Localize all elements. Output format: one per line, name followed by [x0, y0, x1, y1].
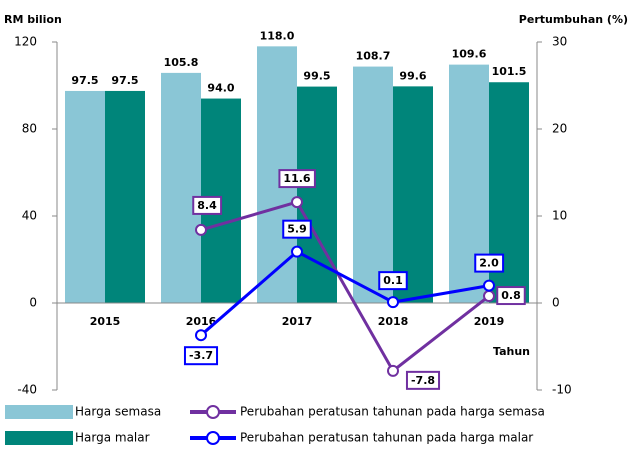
legend-swatch: [5, 431, 73, 445]
y-tick-label: 0: [29, 296, 37, 310]
line-value-label: -3.7: [189, 349, 213, 362]
line-value-label: 11.6: [283, 172, 310, 185]
x-tick-label: 2015: [90, 315, 121, 328]
x-axis-label: Tahun: [493, 345, 530, 358]
y2-axis-label: Pertumbuhan (%): [519, 13, 628, 26]
bar: [393, 86, 433, 304]
line-value-label: 0.1: [383, 274, 403, 287]
legend-label: Perubahan peratusan tahunan pada harga s…: [240, 405, 545, 419]
bar-value-label: 109.6: [452, 48, 487, 61]
bar-value-label: 99.5: [303, 70, 330, 83]
line-value-label: 8.4: [197, 199, 217, 212]
y2-tick-label: 20: [552, 122, 567, 136]
label-box: [405, 370, 441, 390]
y-tick-label: 80: [22, 122, 37, 136]
label-box: [474, 253, 505, 273]
x-tick-label: 2019: [474, 315, 505, 328]
bar-value-label: 97.5: [111, 74, 138, 87]
line-point: [291, 245, 303, 258]
line-value-label: 5.9: [287, 223, 307, 236]
label-box: [192, 195, 223, 215]
bar: [65, 90, 105, 303]
bar-value-label: 97.5: [71, 74, 98, 87]
bar: [105, 90, 145, 303]
line-point: [291, 196, 303, 209]
legend-marker: [206, 431, 220, 445]
y-tick-label: -40: [17, 383, 37, 397]
line: [200, 249, 490, 337]
y2-tick-label: 10: [552, 209, 567, 223]
legend-swatch: [5, 405, 73, 419]
label-box: [183, 346, 219, 366]
line-point: [195, 223, 207, 236]
line-point: [387, 364, 399, 377]
label-box: [278, 169, 316, 189]
bar-value-label: 105.8: [164, 56, 199, 69]
y2-tick-label: 30: [552, 35, 567, 49]
line-point: [195, 329, 207, 342]
line-point: [483, 279, 495, 292]
bar: [353, 66, 393, 303]
legend-label: Perubahan peratusan tahunan pada harga m…: [240, 431, 533, 445]
bar: [297, 86, 337, 304]
legend-label: Harga semasa: [75, 405, 161, 419]
y-tick-label: 40: [22, 209, 37, 223]
line-point: [387, 296, 399, 309]
bar: [161, 72, 201, 303]
y2-tick-label: -10: [552, 383, 572, 397]
line-value-label: 2.0: [479, 257, 499, 270]
x-tick-label: 2016: [186, 315, 217, 328]
label-box: [282, 219, 312, 239]
line-value-label: 0.8: [501, 289, 521, 302]
x-tick-label: 2017: [282, 315, 313, 328]
y2-tick-label: 0: [552, 296, 560, 310]
line-point: [483, 290, 495, 303]
bar-value-label: 94.0: [207, 82, 234, 95]
bar-value-label: 101.5: [492, 65, 527, 78]
y-axis-label: RM bilion: [4, 13, 62, 26]
legend-marker: [206, 405, 220, 419]
legend-label: Harga malar: [75, 431, 150, 445]
bar-value-label: 118.0: [260, 29, 295, 42]
line-value-label: -7.8: [411, 374, 435, 387]
label-box: [496, 286, 526, 306]
bar-value-label: 99.6: [399, 69, 426, 82]
line: [200, 200, 490, 374]
x-tick-label: 2018: [378, 315, 409, 328]
y-tick-label: 120: [14, 35, 37, 49]
label-box: [378, 271, 408, 291]
bar-value-label: 108.7: [356, 50, 391, 63]
